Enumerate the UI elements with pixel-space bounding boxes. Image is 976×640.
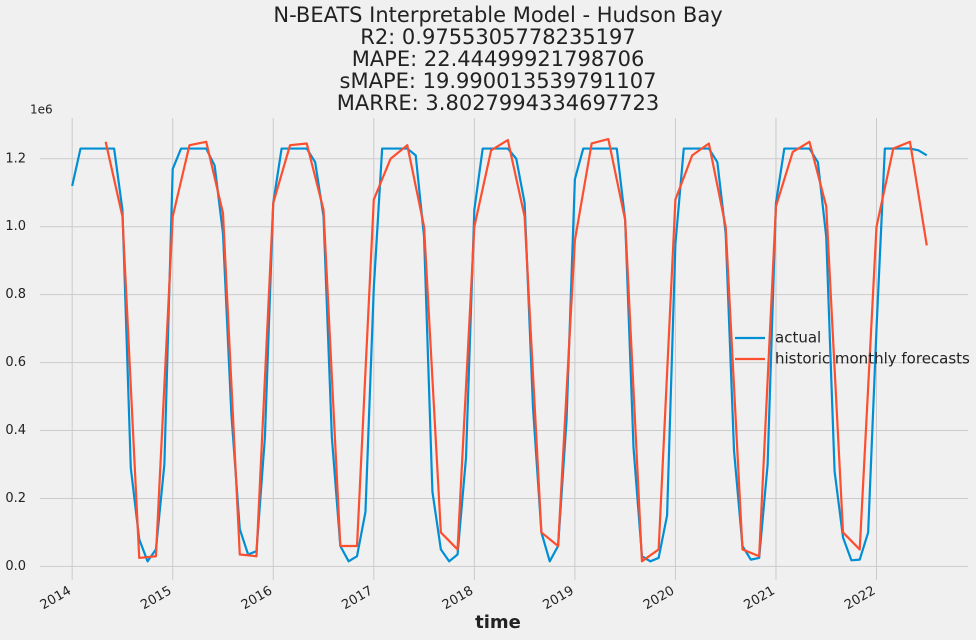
line-series <box>71 147 928 563</box>
chart-title-line: N-BEATS Interpretable Model - Hudson Bay <box>273 3 722 27</box>
y-tick-label: 0.8 <box>5 287 26 302</box>
y-tick-label: 0.0 <box>5 559 26 574</box>
line-series <box>104 137 928 563</box>
y-offset-label: 1e6 <box>30 103 53 117</box>
y-tick-label: 0.6 <box>5 355 26 370</box>
chart-title-line: MAPE: 22.44499921798706 <box>352 47 645 71</box>
chart-title: N-BEATS Interpretable Model - Hudson Bay… <box>273 3 722 115</box>
y-tick-label: 1.0 <box>5 219 26 234</box>
chart-title-line: sMAPE: 19.990013539791107 <box>340 69 657 93</box>
legend-label: actual <box>775 329 821 347</box>
chart-title-line: MARRE: 3.8027994334697723 <box>337 91 660 115</box>
x-axis-label: time <box>475 612 521 633</box>
legend-label: historic monthly forecasts <box>775 350 970 368</box>
y-tick-label: 1.2 <box>5 151 26 166</box>
y-tick-label: 0.2 <box>5 491 26 506</box>
y-tick-label: 0.4 <box>5 423 26 438</box>
chart-title-line: R2: 0.9755305778235197 <box>360 25 636 49</box>
